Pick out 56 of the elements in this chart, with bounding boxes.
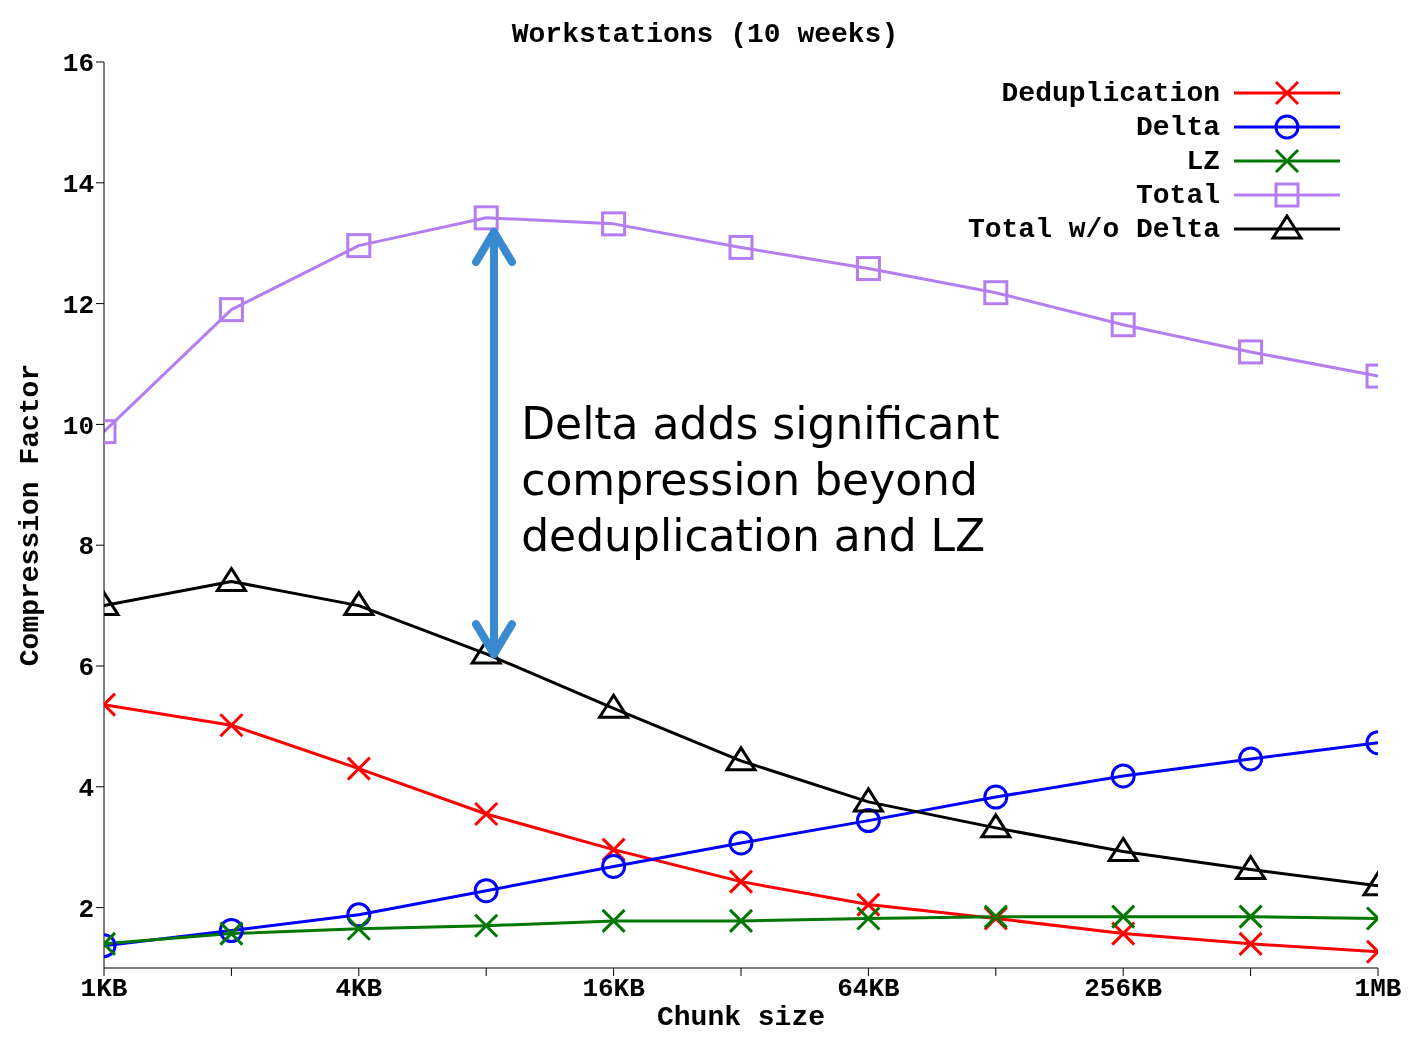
y-tick-label: 10 (62, 411, 94, 442)
point (725, 746, 757, 772)
point (852, 787, 884, 813)
point (601, 908, 627, 934)
y-tick-label: 2 (78, 894, 94, 925)
y-axis-title: Compression Factor (14, 363, 46, 667)
point (728, 830, 754, 856)
x-tick-label: 16KB (582, 974, 646, 1005)
point (980, 813, 1012, 839)
point (728, 908, 754, 934)
legend-label: Total w/o Delta (967, 213, 1220, 245)
point (218, 297, 244, 323)
point (1238, 339, 1264, 365)
point (343, 591, 375, 617)
point (855, 892, 881, 918)
point (1110, 312, 1136, 338)
point (1238, 931, 1264, 957)
point (1235, 855, 1267, 881)
x-axis-title: Chunk size (656, 1002, 826, 1033)
y-tick-label: 16 (62, 49, 94, 80)
point (601, 211, 627, 237)
point (601, 854, 627, 880)
legend-label: Delta (1135, 111, 1220, 143)
point (1238, 904, 1264, 930)
chart-title: Workstations (10 weeks) (511, 19, 899, 50)
point (1110, 763, 1136, 789)
point (983, 280, 1009, 306)
x-tick-label: 4KB (335, 974, 383, 1005)
y-tick-label: 12 (62, 290, 94, 321)
legend-label: Total (1135, 179, 1220, 211)
point (473, 801, 499, 827)
point (1238, 746, 1264, 772)
point (346, 233, 372, 259)
point (473, 878, 499, 904)
point (855, 905, 881, 931)
legend-label: Deduplication (1001, 77, 1220, 109)
x-tick-label: 1MB (1354, 974, 1402, 1005)
point (855, 256, 881, 282)
point (346, 756, 372, 782)
point (728, 869, 754, 895)
y-tick-label: 4 (78, 774, 94, 805)
point (1110, 904, 1136, 930)
x-tick-label: 64KB (837, 974, 900, 1005)
x-tick-label: 1KB (80, 974, 128, 1005)
point (983, 784, 1009, 810)
point (473, 913, 499, 939)
y-tick-label: 6 (78, 653, 94, 684)
point (346, 916, 372, 942)
y-tick-label: 14 (62, 170, 94, 201)
annotation: Delta adds significant compression beyond deduplication and LZ (521, 397, 1001, 564)
x-tick-label: 256KB (1084, 974, 1163, 1005)
point (728, 234, 754, 260)
legend-label: LZ (1186, 145, 1220, 177)
y-tick-label: 8 (78, 532, 94, 563)
point (218, 712, 244, 738)
point (473, 205, 499, 231)
